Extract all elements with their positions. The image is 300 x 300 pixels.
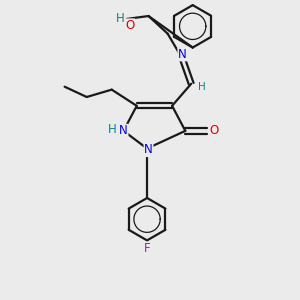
Text: N: N [144, 143, 153, 157]
Text: F: F [144, 242, 150, 255]
Text: H: H [108, 123, 117, 136]
Text: N: N [178, 48, 187, 61]
Text: H: H [198, 82, 206, 92]
Text: N: N [119, 124, 128, 137]
Text: H: H [116, 13, 125, 26]
Text: O: O [209, 124, 218, 137]
Text: O: O [125, 19, 135, 32]
